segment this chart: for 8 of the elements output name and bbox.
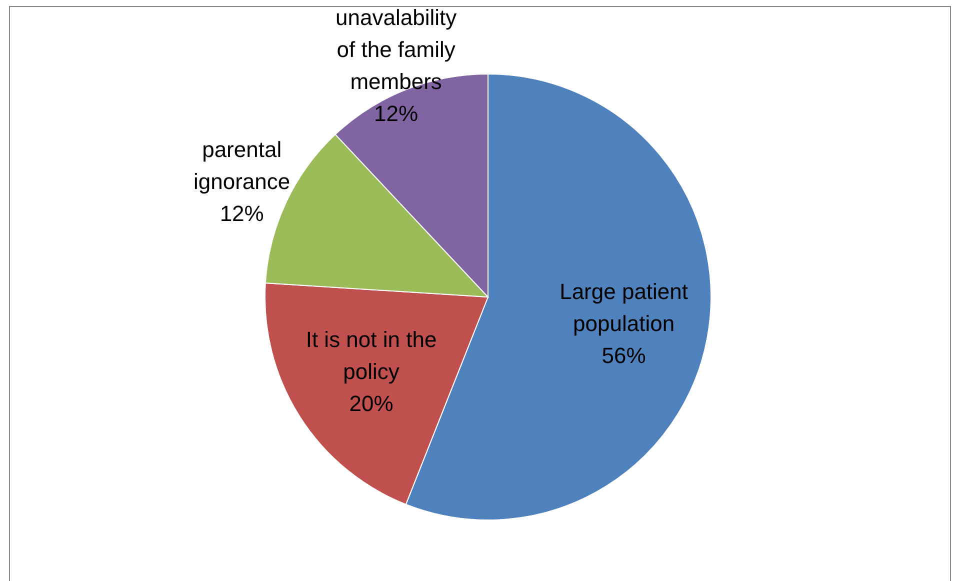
slice-label: It is not in the policy — [306, 326, 437, 384]
slice-label: Large patient population — [560, 278, 688, 336]
data-label: 12% — [220, 200, 264, 226]
data-label: 56% — [602, 342, 646, 368]
data-label: 12% — [374, 100, 418, 126]
data-label: 20% — [349, 390, 394, 416]
slice-label: parental ignorance — [194, 136, 290, 194]
slice-label: unavalability of the family members — [336, 4, 457, 94]
